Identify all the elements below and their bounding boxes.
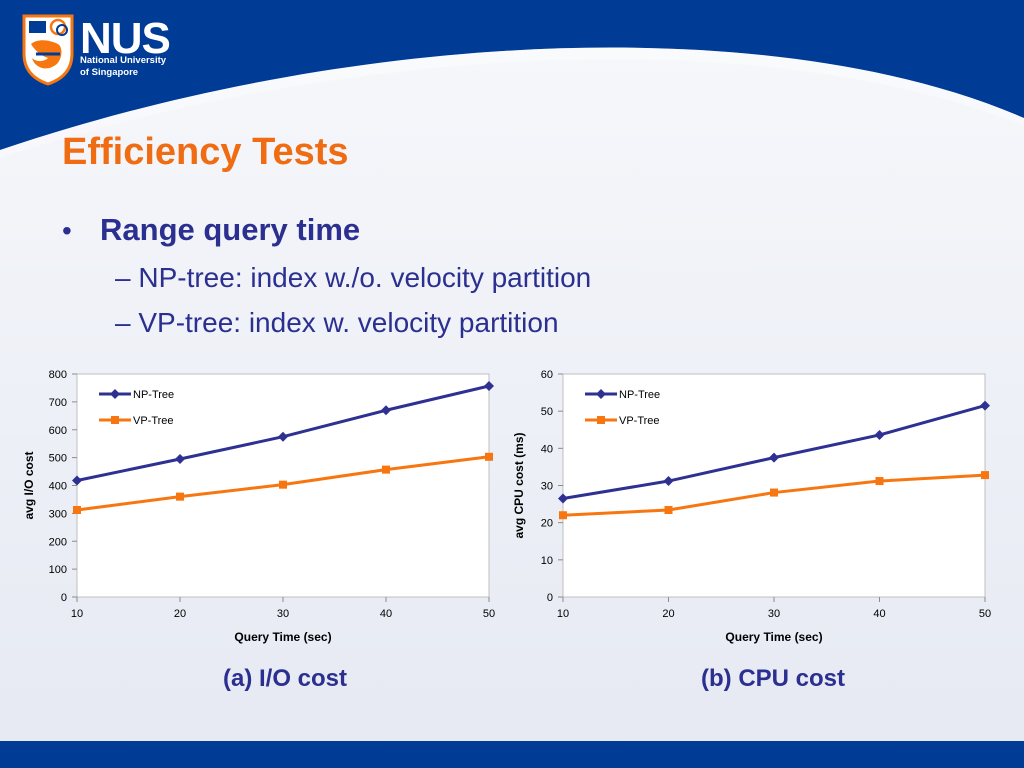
data-point-vp-tree <box>279 480 287 489</box>
x-tick-label: 30 <box>277 608 289 620</box>
y-tick-label: 10 <box>541 555 553 567</box>
data-point-np-tree <box>175 454 185 465</box>
data-point-vp-tree <box>176 492 184 501</box>
y-tick-label: 40 <box>541 443 553 455</box>
data-point-vp-tree <box>485 452 493 461</box>
data-point-np-tree <box>769 452 779 463</box>
data-point-np-tree <box>558 493 568 504</box>
legend-marker-vp-tree <box>597 416 605 424</box>
data-point-vp-tree <box>73 506 81 515</box>
legend-label-np-tree: NP-Tree <box>133 389 174 401</box>
legend-label-vp-tree: VP-Tree <box>619 415 660 427</box>
data-point-vp-tree <box>382 465 390 474</box>
data-point-vp-tree <box>664 506 673 515</box>
logo-wordmark: NUS <box>80 14 171 63</box>
plot-area <box>562 373 986 598</box>
data-point-np-tree <box>484 380 494 391</box>
caption-io-cost: (a) I/O cost <box>223 665 348 692</box>
x-axis-label: Query Time (sec) <box>725 630 822 644</box>
y-tick-label: 0 <box>61 592 67 604</box>
x-tick-label: 40 <box>380 608 392 620</box>
data-point-np-tree <box>980 400 990 411</box>
y-tick-label: 300 <box>49 508 67 520</box>
footer-bar <box>0 741 1024 768</box>
y-tick-label: 200 <box>49 536 67 548</box>
legend-marker-np-tree <box>110 389 120 399</box>
legend-label-np-tree: NP-Tree <box>619 389 660 401</box>
data-point-np-tree <box>874 429 885 440</box>
data-point-np-tree <box>72 475 82 486</box>
logo-subtitle: National University of Singapore <box>80 55 166 79</box>
x-tick-label: 50 <box>483 608 495 620</box>
y-tick-label: 600 <box>49 425 67 437</box>
subbullet-np-tree: – NP-tree: index w./o. velocity partitio… <box>115 262 592 293</box>
data-point-vp-tree <box>770 488 778 497</box>
data-point-vp-tree <box>875 477 884 486</box>
y-tick-label: 400 <box>49 481 67 493</box>
y-tick-label: 700 <box>49 397 67 409</box>
x-tick-label: 50 <box>979 608 991 620</box>
x-tick-label: 20 <box>174 608 186 620</box>
y-tick-label: 800 <box>49 369 67 381</box>
cpu-cost-chart: 0 10 20 30 40 50 60 10 20 30 40 50 Query Time (sec) a… <box>512 369 991 644</box>
caption-cpu-cost: (b) CPU cost <box>701 665 845 692</box>
io-cost-chart: 0 100 200 300 400 500 600 700 800 10 20 30 40 50 Query… <box>22 369 495 644</box>
y-tick-label: 30 <box>541 481 553 493</box>
x-tick-label: 40 <box>873 608 885 620</box>
y-tick-label: 60 <box>541 369 553 381</box>
y-tick-label: 20 <box>541 518 553 530</box>
legend-label-vp-tree: VP-Tree <box>133 415 174 427</box>
x-tick-label: 30 <box>768 608 780 620</box>
bullet-marker: • <box>62 215 72 246</box>
x-tick-label: 20 <box>662 608 674 620</box>
y-axis-label: avg CPU cost (ms) <box>512 432 526 538</box>
y-tick-label: 0 <box>547 592 553 604</box>
slide-title: Efficiency Tests <box>62 131 349 173</box>
data-point-np-tree <box>663 476 674 487</box>
legend-marker-vp-tree <box>111 416 119 424</box>
logo-subtitle-line1: National University <box>80 55 167 66</box>
logo-subtitle-line2: of Singapore <box>80 67 139 78</box>
y-axis-label: avg I/O cost <box>22 451 36 519</box>
data-point-np-tree <box>381 405 391 416</box>
x-tick-label: 10 <box>71 608 83 620</box>
bullet-heading: Range query time <box>100 212 361 247</box>
data-point-vp-tree <box>981 471 989 480</box>
data-point-np-tree <box>278 431 288 442</box>
x-axis-label: Query Time (sec) <box>234 630 331 644</box>
legend-marker-np-tree <box>596 389 606 399</box>
header-band <box>0 0 1024 158</box>
subbullet-vp-tree: – VP-tree: index w. velocity partition <box>115 307 559 338</box>
y-tick-label: 50 <box>541 406 553 418</box>
x-tick-label: 10 <box>557 608 569 620</box>
data-point-vp-tree <box>559 511 567 520</box>
y-tick-label: 500 <box>49 453 67 465</box>
y-tick-label: 100 <box>49 564 67 576</box>
nus-crest-icon <box>22 14 74 86</box>
